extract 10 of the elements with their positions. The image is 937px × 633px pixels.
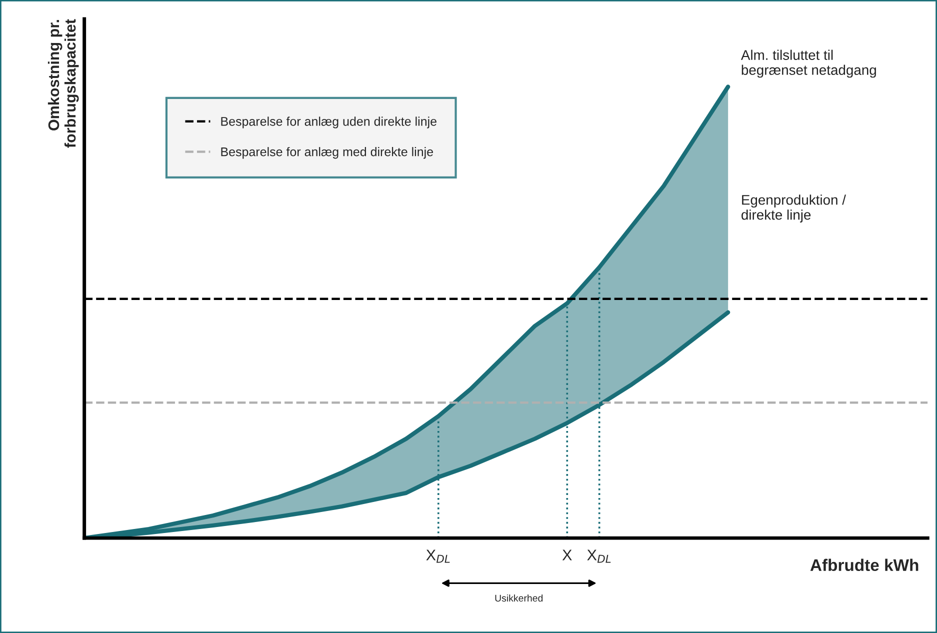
- text: Usikkerhed: [495, 594, 543, 602]
- y-axis-title: Omkostning pr. forbrugskapacitet: [48, 19, 79, 148]
- text: Egenproduktion / direkte linje: [742, 194, 846, 223]
- series-label: Alm. tilsluttet til begrænset netadgang: [740, 50, 876, 78]
- legend-label: Besparelse for anlæg uden direkte linje: [221, 116, 436, 128]
- x-axis-title: Afbrudte kWh: [810, 558, 918, 572]
- x-tick-label: X: [562, 550, 572, 560]
- legend-label: Besparelse for anlæg med direkte linje: [221, 147, 433, 159]
- x-tick-label: X$_{DL}$: [587, 550, 611, 563]
- x-tick-label: X$_{DL}$: [426, 550, 450, 563]
